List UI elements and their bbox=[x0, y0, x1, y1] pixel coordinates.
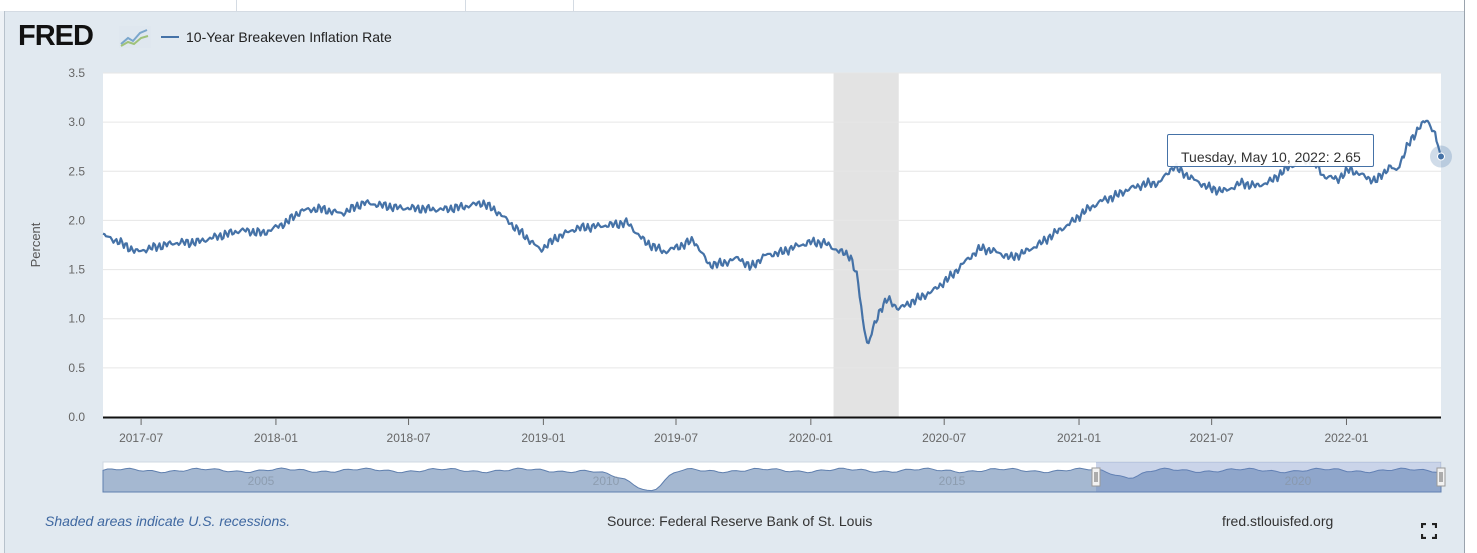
y-tick-label: 0.5 bbox=[68, 361, 85, 375]
x-tick-label: 2018-01 bbox=[254, 431, 298, 445]
recession-shade bbox=[833, 73, 899, 417]
tooltip-value: 2.65 bbox=[1333, 149, 1361, 165]
navigator-year-label: 2005 bbox=[248, 474, 275, 488]
y-axis-label: Percent bbox=[28, 222, 43, 267]
recession-note: Shaded areas indicate U.S. recessions. bbox=[45, 513, 291, 529]
navigator-year-label: 2010 bbox=[593, 474, 620, 488]
browser-toolbar-strip bbox=[0, 0, 1477, 12]
y-tick-label: 1.0 bbox=[68, 312, 85, 326]
x-tick-label: 2020-07 bbox=[922, 431, 966, 445]
y-tick-label: 3.0 bbox=[68, 115, 85, 129]
legend-series-swatch bbox=[161, 36, 179, 38]
x-tick-label: 2018-07 bbox=[387, 431, 431, 445]
navigator-handle-right[interactable] bbox=[1436, 467, 1446, 487]
source-citation[interactable]: Source: Federal Reserve Bank of St. Loui… bbox=[607, 513, 873, 529]
x-tick-label: 2019-07 bbox=[654, 431, 698, 445]
data-tooltip: Tuesday, May 10, 2022: 2.65 bbox=[1167, 134, 1374, 167]
y-tick-label: 3.5 bbox=[68, 66, 85, 80]
hover-marker[interactable] bbox=[1437, 152, 1445, 161]
x-tick-label: 2021-07 bbox=[1190, 431, 1234, 445]
y-tick-label: 1.5 bbox=[68, 263, 85, 277]
y-tick-label: 0.0 bbox=[68, 410, 85, 424]
navigator-year-label: 2015 bbox=[939, 474, 966, 488]
window-scrollbar[interactable] bbox=[1464, 0, 1477, 553]
plot-area bbox=[103, 73, 1441, 417]
x-tick-label: 2022-01 bbox=[1324, 431, 1368, 445]
chart-legend[interactable]: 10-Year Breakeven Inflation Rate bbox=[161, 29, 392, 45]
site-link[interactable]: fred.stlouisfed.org bbox=[1222, 513, 1334, 529]
y-tick-label: 2.5 bbox=[68, 164, 85, 178]
fred-line-chart-icon bbox=[119, 26, 151, 48]
tooltip-date: Tuesday, May 10, 2022: bbox=[1181, 149, 1330, 165]
y-tick-label: 2.0 bbox=[68, 213, 85, 227]
x-tick-label: 2020-01 bbox=[789, 431, 833, 445]
x-tick-label: 2017-07 bbox=[119, 431, 163, 445]
fred-logo[interactable]: FRED bbox=[18, 20, 94, 52]
navigator-series bbox=[102, 467, 1442, 493]
window-left-edge bbox=[0, 11, 5, 553]
navigator-year-label: 2020 bbox=[1285, 474, 1312, 488]
fullscreen-icon[interactable] bbox=[1421, 523, 1437, 539]
line-chart[interactable]: 0.0 0.5 1.0 1.5 2.0 2.5 3.0 3.5 Percent 2017-07 20… bbox=[0, 0, 1477, 500]
legend-series-label: 10-Year Breakeven Inflation Rate bbox=[186, 29, 392, 45]
navigator-handle-left[interactable] bbox=[1091, 467, 1101, 487]
navigator-selection[interactable] bbox=[1096, 462, 1441, 492]
series-line[interactable] bbox=[102, 119, 1443, 345]
x-tick-label: 2019-01 bbox=[521, 431, 565, 445]
x-tick-label: 2021-01 bbox=[1057, 431, 1101, 445]
